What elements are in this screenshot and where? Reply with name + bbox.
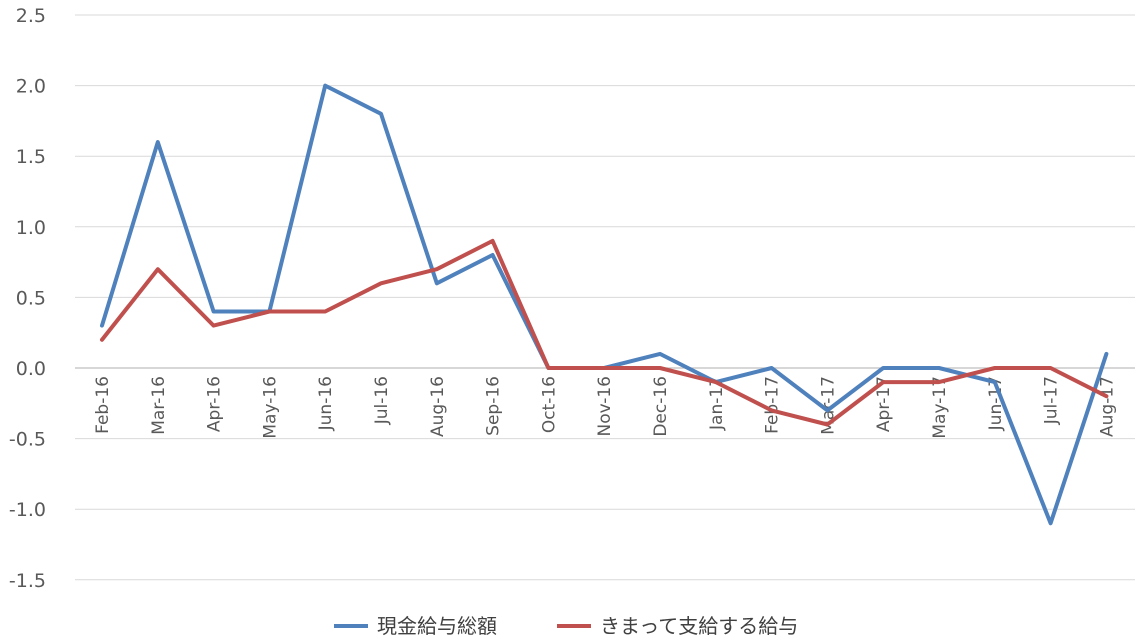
- y-tick-label: 1.5: [16, 146, 46, 168]
- gridlines: [75, 14, 1135, 581]
- x-tick-label: Dec-16: [651, 376, 671, 437]
- x-tick-label: Jun-16: [316, 376, 336, 431]
- legend-label-2: きまって支給する給与: [600, 614, 798, 638]
- x-axis-ticks: Feb-16 Mar-16 Apr-16 May-16 Jun-16 Jul-16 Aug-…: [93, 376, 1117, 439]
- y-tick-label: 1.0: [16, 217, 46, 239]
- x-tick-label: Oct-16: [539, 376, 559, 433]
- series-line-1: [100, 83, 1109, 526]
- x-tick-label: Aug-17: [1097, 376, 1117, 437]
- x-tick-label: Feb-16: [93, 376, 113, 434]
- y-tick-label: -1.5: [9, 570, 46, 592]
- series-lines: [100, 83, 1109, 526]
- x-tick-label: Apr-17: [874, 376, 894, 432]
- x-tick-label: May-17: [930, 376, 950, 439]
- x-tick-label: Nov-16: [595, 376, 615, 437]
- y-tick-label: -0.5: [9, 429, 46, 451]
- x-tick-label: Jul-16: [372, 376, 392, 425]
- legend: 現金給与総額 きまって支給する給与: [334, 614, 798, 638]
- x-tick-label: Apr-16: [205, 376, 225, 432]
- x-tick-label: Mar-16: [149, 376, 169, 435]
- x-tick-label: Sep-16: [484, 376, 504, 436]
- y-tick-label: 0.5: [16, 287, 46, 309]
- series-line-2: [100, 238, 1109, 427]
- x-tick-label: Aug-16: [428, 376, 448, 437]
- y-axis-ticks: 2.5 2.0 1.5 1.0 0.5 0.0 -0.5 -1.0 -1.5: [9, 5, 46, 592]
- y-tick-label: 2.5: [16, 5, 46, 27]
- x-tick-label: Feb-17: [763, 376, 783, 434]
- x-tick-label: May-16: [260, 376, 280, 439]
- x-tick-label: Jul-17: [1042, 376, 1062, 425]
- legend-label-1: 現金給与総額: [377, 614, 497, 638]
- y-tick-label: -1.0: [9, 499, 46, 521]
- x-tick-label: Jan-17: [707, 376, 727, 431]
- y-tick-label: 2.0: [16, 76, 46, 98]
- x-tick-label: Jun-17: [986, 376, 1006, 431]
- y-tick-label: 0.0: [16, 358, 46, 380]
